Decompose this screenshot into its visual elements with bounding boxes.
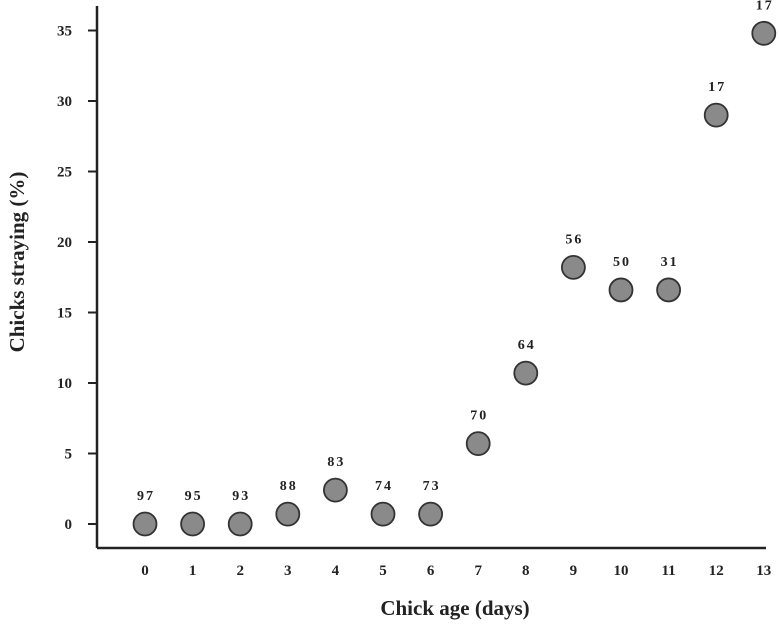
sample-size-label: 73 xyxy=(423,479,441,494)
sample-size-label: 31 xyxy=(661,255,679,270)
data-point xyxy=(132,511,158,537)
y-ticks: 0 5 10 15 20 25 30 35 xyxy=(57,24,97,533)
data-point xyxy=(418,501,444,527)
x-tick-label: 9 xyxy=(570,563,578,579)
data-point xyxy=(608,277,634,303)
x-tick-label: 2 xyxy=(236,563,244,579)
data-point xyxy=(656,277,681,303)
sample-size-label: 70 xyxy=(470,409,488,424)
y-tick-label: 20 xyxy=(57,235,72,251)
x-tick-label: 11 xyxy=(662,563,676,579)
y-tick-label: 15 xyxy=(57,306,72,322)
sample-size-label: 93 xyxy=(232,489,250,504)
sample-size-label: 83 xyxy=(327,455,345,470)
y-tick-label: 30 xyxy=(57,94,72,110)
x-tick-label: 3 xyxy=(284,563,292,579)
data-point xyxy=(703,102,729,128)
sample-size-label: 74 xyxy=(375,479,393,494)
x-axis-title: Chick age (days) xyxy=(380,596,529,620)
sample-size-label: 97 xyxy=(137,489,155,504)
sample-size-label: 56 xyxy=(565,232,583,247)
x-tick-label: 0 xyxy=(141,563,149,579)
y-tick-label: 35 xyxy=(57,24,72,40)
data-point xyxy=(465,431,491,457)
y-tick-label: 5 xyxy=(65,447,73,463)
data-point xyxy=(275,501,301,527)
y-tick-label: 10 xyxy=(57,376,72,392)
data-point xyxy=(751,20,777,46)
sample-size-label: 17 xyxy=(708,80,726,95)
data-point xyxy=(370,501,396,527)
sample-size-label: 50 xyxy=(613,255,631,270)
sample-size-label: 17 xyxy=(756,0,774,13)
y-tick-label: 0 xyxy=(65,517,73,533)
y-axis-title: Chicks straying (%) xyxy=(5,172,29,353)
x-tick-label: 8 xyxy=(522,563,530,579)
x-ticks: 0 1 2 3 4 5 6 7 8 9 10 11 12 13 xyxy=(141,563,771,579)
x-tick-label: 6 xyxy=(427,563,435,579)
x-tick-label: 10 xyxy=(614,563,629,579)
x-tick-label: 1 xyxy=(189,563,197,579)
x-tick-label: 5 xyxy=(379,563,387,579)
data-point xyxy=(561,254,586,280)
data-point xyxy=(227,511,253,537)
sample-size-labels: 97 95 93 88 83 74 73 70 64 56 50 31 17 17 xyxy=(137,0,774,504)
axes xyxy=(95,6,766,550)
x-tick-label: 7 xyxy=(474,563,482,579)
sample-size-label: 88 xyxy=(280,479,298,494)
data-point xyxy=(322,477,348,503)
y-tick-label: 25 xyxy=(57,165,72,181)
data-point xyxy=(513,360,539,386)
sample-size-label: 64 xyxy=(518,338,536,353)
data-points xyxy=(132,20,777,537)
x-tick-label: 4 xyxy=(332,563,340,579)
sample-size-label: 95 xyxy=(185,489,203,504)
x-tick-label: 12 xyxy=(709,563,724,579)
x-tick-label: 13 xyxy=(756,563,771,579)
data-point xyxy=(180,511,206,537)
